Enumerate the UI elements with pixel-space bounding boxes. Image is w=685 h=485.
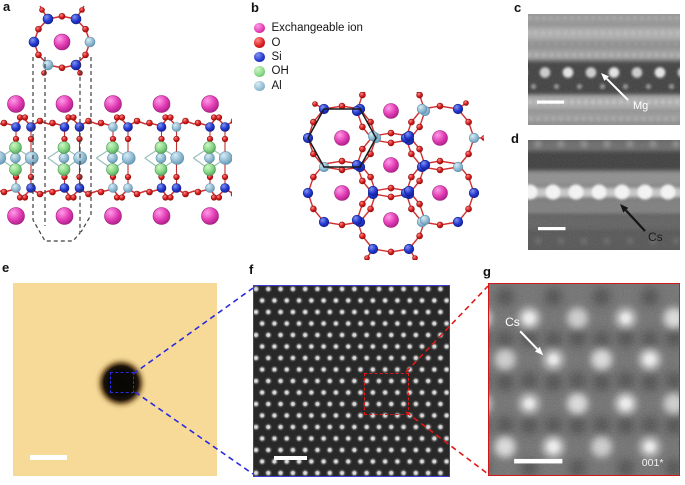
panel-label-c: c <box>514 0 522 15</box>
optical-image <box>13 283 217 476</box>
panel-label-g: g <box>483 264 491 279</box>
image-noise <box>528 14 680 125</box>
cs-label: Cs <box>648 230 663 244</box>
stem-lattice-image <box>253 285 450 477</box>
legend-item: O <box>254 35 363 49</box>
legend-item: Al <box>254 79 363 93</box>
scale-bar <box>538 227 566 231</box>
legend-item: Si <box>254 50 363 64</box>
cs-annotation-arrow-icon <box>620 204 646 232</box>
scale-bar <box>274 456 307 460</box>
panel-label-f: f <box>249 262 254 277</box>
panel-label-b: b <box>251 0 259 15</box>
exchangeable-ion-swatch <box>254 22 265 34</box>
panel-label-e: e <box>2 260 10 275</box>
image-noise <box>489 284 679 475</box>
oxygen-swatch <box>254 37 265 48</box>
zone-axis-label: 001* <box>642 457 664 469</box>
crystal-structure-side-view <box>0 5 232 242</box>
zoom-region-box <box>110 372 134 393</box>
aluminium-swatch <box>254 80 265 91</box>
atom-legend: Exchangeable ion O Si OH Al <box>254 21 363 93</box>
cs-annotation-arrow-icon <box>519 330 544 356</box>
scale-bar <box>514 458 563 464</box>
zoom-region-box <box>364 373 409 415</box>
hydroxyl-swatch <box>254 66 265 77</box>
legend-item-label: Si <box>271 50 282 63</box>
panel-label-d: d <box>511 131 519 146</box>
silicon-swatch <box>254 51 265 63</box>
legend-item-label: O <box>271 36 281 49</box>
mg-label: Mg <box>633 100 648 112</box>
legend-item-label: Exchangeable ion <box>271 22 363 35</box>
unit-cell-outline <box>307 108 377 168</box>
cs-label: Cs <box>505 315 520 329</box>
crystal-structure-top-view <box>302 92 484 260</box>
scale-bar <box>30 455 67 460</box>
scale-bar <box>537 100 564 104</box>
legend-item: OH <box>254 64 363 78</box>
panel-label-a: a <box>3 0 11 14</box>
legend-item-label: Al <box>271 79 282 92</box>
stem-zoom-image: Cs 001* <box>488 283 680 476</box>
stem-image-cs: Cs <box>528 140 680 250</box>
mg-annotation-arrow-icon <box>601 73 629 101</box>
image-noise <box>528 140 680 250</box>
stem-image-mg: Mg <box>528 14 680 125</box>
legend-item-label: OH <box>271 65 289 78</box>
legend-item: Exchangeable ion <box>254 21 363 35</box>
